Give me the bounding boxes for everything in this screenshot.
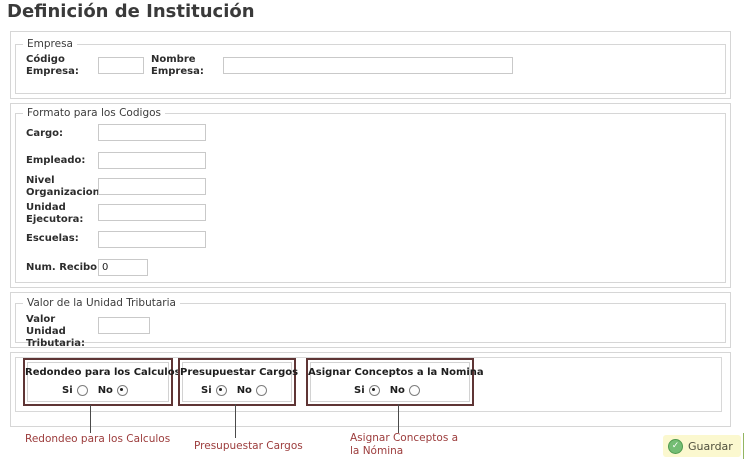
panel-valor-unidad-tributaria: Valor de la Unidad Tributaria Valor Unid… — [10, 292, 731, 349]
fieldset-formato-legend: Formato para los Codigos — [23, 107, 165, 119]
redondeo-option-box: Redondeo para los Calculos Si No — [23, 358, 181, 406]
codigo-empresa-input[interactable] — [98, 57, 144, 74]
fieldset-empresa-legend: Empresa — [23, 38, 77, 50]
codigo-empresa-label: Código Empresa: — [26, 54, 79, 77]
save-button-body[interactable]: ✓ Guardar — [663, 435, 741, 457]
redondeo-si-label: Si — [62, 385, 73, 396]
annotation-line-asignar — [398, 404, 399, 433]
redondeo-box-inner-border — [27, 362, 169, 402]
check-circle-icon: ✓ — [668, 438, 683, 454]
fieldset-valor-unidad: Valor de la Unidad Tributaria — [15, 297, 726, 343]
presupuestar-si-radio[interactable] — [215, 385, 227, 396]
valor-unidad-tributaria-label: Valor Unidad Tributaria: — [26, 314, 85, 349]
annotation-line-presupuestar — [235, 404, 236, 438]
nombre-empresa-input[interactable] — [223, 57, 513, 74]
fieldset-formato-codigos: Formato para los Codigos — [15, 107, 726, 283]
empleado-input[interactable] — [98, 152, 206, 169]
annotation-text-redondeo: Redondeo para los Calculos — [25, 433, 171, 445]
num-recibo-label: Num. Recibo: — [26, 262, 102, 273]
asignar-si-radio[interactable] — [368, 385, 380, 396]
presupuestar-no-label: No — [236, 385, 252, 396]
asignar-no-label: No — [389, 385, 405, 396]
page-title: Definición de Institución — [7, 1, 255, 22]
presupuestar-box-title: Presupuestar Cargos — [180, 367, 299, 378]
asignar-no-radio[interactable] — [408, 385, 420, 396]
annotation-line-redondeo — [90, 405, 91, 433]
presupuestar-si-label: Si — [201, 385, 212, 396]
empleado-label: Empleado: — [26, 155, 86, 166]
redondeo-no-label: No — [97, 385, 113, 396]
fieldset-empresa: Empresa — [15, 38, 726, 94]
cargo-label: Cargo: — [26, 128, 64, 139]
redondeo-box-title: Redondeo para los Calculos — [25, 367, 181, 378]
redondeo-si-radio[interactable] — [76, 385, 88, 396]
valor-unidad-tributaria-input[interactable] — [98, 317, 150, 334]
presupuestar-no-radio[interactable] — [255, 385, 267, 396]
save-button-label: Guardar — [688, 439, 733, 453]
asignar-option-box: Asignar Conceptos a la Nomina Si No — [306, 358, 484, 406]
annotation-text-asignar: Asignar Conceptos a la Nómina — [350, 432, 459, 457]
unidad-ejecutora-label: Unidad Ejecutora: — [26, 202, 84, 225]
redondeo-no-radio[interactable] — [116, 385, 128, 396]
options-inner-frame — [15, 357, 722, 412]
save-button[interactable]: ✓ Guardar — [663, 433, 744, 459]
escuelas-input[interactable] — [98, 231, 206, 248]
unidad-ejecutora-input[interactable] — [98, 204, 206, 221]
annotation-text-presupuestar: Presupuestar Cargos — [194, 440, 303, 452]
panel-options: Redondeo para los Calculos Si No Presupu… — [10, 352, 731, 427]
nombre-empresa-label: Nombre Empresa: — [151, 54, 204, 77]
asignar-si-label: Si — [354, 385, 365, 396]
asignar-box-inner-border — [310, 362, 470, 402]
presupuestar-box-inner-border — [182, 362, 292, 402]
fieldset-valor-legend: Valor de la Unidad Tributaria — [23, 297, 180, 309]
nivel-organizacional-label: Nivel Organizacional: — [26, 175, 114, 198]
escuelas-label: Escuelas: — [26, 233, 79, 244]
save-button-accent-bar — [742, 433, 744, 459]
num-recibo-input[interactable] — [98, 259, 148, 276]
panel-empresa: Empresa Código Empresa: Nombre Empresa: — [10, 31, 731, 99]
panel-formato-codigos: Formato para los Codigos Cargo: Empleado… — [10, 103, 731, 288]
nivel-organizacional-input[interactable] — [98, 178, 206, 195]
presupuestar-option-box: Presupuestar Cargos Si No — [178, 358, 299, 406]
cargo-input[interactable] — [98, 124, 206, 141]
asignar-box-title: Asignar Conceptos a la Nomina — [308, 367, 484, 378]
